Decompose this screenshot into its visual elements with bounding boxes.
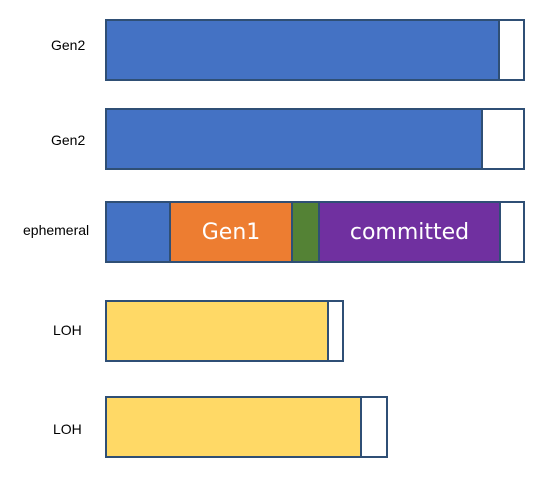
- segment-row-gen2: [105, 108, 525, 170]
- row-label: Gen2: [51, 37, 86, 53]
- segment-row-gen2: [105, 19, 525, 81]
- loh-region: [107, 398, 362, 456]
- free-space: [501, 203, 523, 261]
- row-label: LOH: [53, 421, 82, 437]
- free-space: [483, 110, 523, 168]
- gen2-region: [107, 203, 171, 261]
- gen2-region: [107, 110, 483, 168]
- segment-row-loh: [105, 300, 344, 362]
- gen1-region: Gen1: [171, 203, 293, 261]
- segment-row-loh: [105, 396, 388, 458]
- gen0-region: [293, 203, 320, 261]
- row-label: LOH: [53, 322, 82, 338]
- row-label: Gen2: [51, 132, 86, 148]
- free-space: [329, 302, 342, 360]
- free-space: [362, 398, 386, 456]
- gen2-region: [107, 21, 500, 79]
- loh-region: [107, 302, 329, 360]
- row-label: ephemeral: [23, 222, 90, 238]
- segment-row-ephemeral: Gen1 committed: [105, 201, 525, 263]
- free-space: [500, 21, 523, 79]
- committed-region: committed: [320, 203, 501, 261]
